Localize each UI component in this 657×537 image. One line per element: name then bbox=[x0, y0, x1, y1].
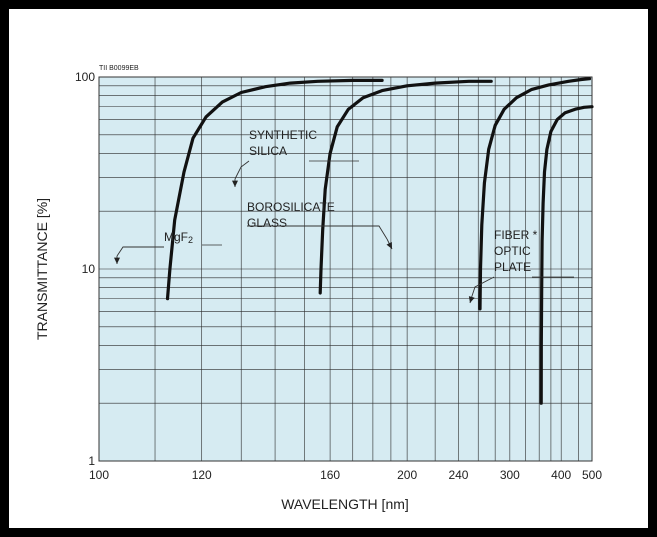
y-tick-label: 1 bbox=[88, 454, 95, 468]
series-line-mgf2 bbox=[165, 78, 384, 301]
series-line-synthetic-silica bbox=[318, 79, 493, 295]
series-line-fiber-optic-plate bbox=[539, 105, 594, 405]
series-label-borosilicate-glass: GLASS bbox=[247, 216, 287, 230]
series-label-fiber-optic-plate: FIBER * bbox=[494, 228, 538, 242]
leader-line-borosilicate-glass bbox=[247, 225, 388, 240]
figure-code: TII B0099EB bbox=[99, 65, 139, 72]
arrow-head-mgf2 bbox=[114, 257, 120, 264]
series-label-subscript: 2 bbox=[188, 235, 193, 245]
x-axis-label: WAVELENGTH [nm] bbox=[281, 496, 409, 512]
x-tick-label: 200 bbox=[397, 468, 417, 482]
plot-border bbox=[98, 76, 593, 462]
x-tick-label: 500 bbox=[582, 468, 602, 482]
x-tick-label: 300 bbox=[500, 468, 520, 482]
series-line-borosilicate-glass bbox=[478, 77, 592, 311]
leader-line-fiber-optic-plate bbox=[471, 276, 495, 297]
arrow-head-synthetic-silica bbox=[232, 180, 238, 187]
x-tick-label: 100 bbox=[89, 468, 109, 482]
arrow-head-borosilicate-glass bbox=[386, 242, 392, 249]
leader-line-mgf2 bbox=[116, 246, 164, 257]
leader-line-synthetic-silica bbox=[234, 160, 250, 180]
y-tick-label: 100 bbox=[75, 70, 95, 84]
series-label-fiber-optic-plate: OPTIC bbox=[494, 244, 531, 258]
x-tick-label: 160 bbox=[320, 468, 340, 482]
curves bbox=[165, 77, 594, 405]
series-label-mgf2: MgF2 bbox=[164, 230, 193, 245]
arrow-head-fiber-optic-plate bbox=[468, 296, 475, 303]
x-tick-label: 240 bbox=[448, 468, 468, 482]
chart-frame: TII B0099EB 100 120 160 200 240 300 400 500 1 10 1… bbox=[9, 9, 648, 528]
series-label-fiber-optic-plate: PLATE bbox=[494, 260, 531, 274]
series-label-synthetic-silica: SYNTHETIC bbox=[249, 128, 317, 142]
x-tick-label: 120 bbox=[192, 468, 212, 482]
tick-labels: 100 120 160 200 240 300 400 500 1 10 100 bbox=[75, 70, 602, 482]
y-axis-label: TRANSMITTANCE [%] bbox=[34, 198, 50, 340]
series-label-borosilicate-glass: BOROSILICATE bbox=[247, 200, 335, 214]
series-labels: MgF2 SYNTHETIC SILICA BOROSILICATE GLASS FIBE… bbox=[114, 128, 574, 304]
y-tick-label: 10 bbox=[82, 262, 96, 276]
series-label-synthetic-silica: SILICA bbox=[249, 144, 287, 158]
transmittance-chart: TII B0099EB 100 120 160 200 240 300 400 5001101… bbox=[34, 65, 602, 512]
x-tick-label: 400 bbox=[551, 468, 571, 482]
